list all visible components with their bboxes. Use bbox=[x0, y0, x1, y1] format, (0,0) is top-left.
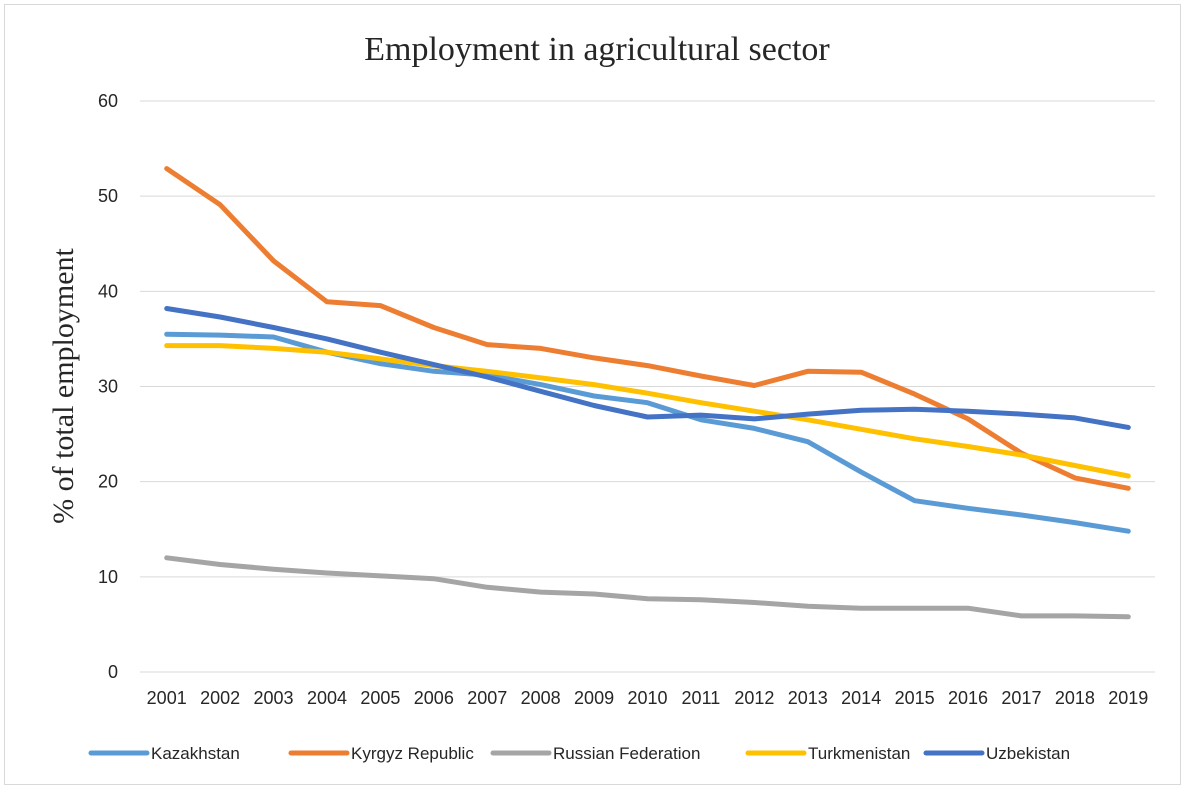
x-tick-label: 2017 bbox=[1001, 688, 1041, 708]
legend-label-russian-federation: Russian Federation bbox=[553, 744, 700, 763]
x-tick-label: 2008 bbox=[521, 688, 561, 708]
series-line-uzbekistan bbox=[164, 306, 1131, 430]
legend: Kazakhstan Kyrgyz Republic Russian Federat… bbox=[88, 744, 1070, 763]
y-tick-labels: 0 10 20 30 40 50 60 bbox=[98, 91, 118, 682]
x-tick-label: 2005 bbox=[360, 688, 400, 708]
x-tick-label: 2001 bbox=[147, 688, 187, 708]
series-line-kyrgyz-republic bbox=[164, 166, 1131, 491]
legend-label-turkmenistan: Turkmenistan bbox=[808, 744, 910, 763]
x-tick-label: 2002 bbox=[200, 688, 240, 708]
x-tick-label: 2016 bbox=[948, 688, 988, 708]
x-tick-label: 2004 bbox=[307, 688, 347, 708]
y-tick-label: 60 bbox=[98, 91, 118, 111]
series-line-russian-federation bbox=[164, 555, 1131, 620]
series-line-turkmenistan bbox=[164, 343, 1131, 479]
y-tick-label: 20 bbox=[98, 472, 118, 492]
series-lines bbox=[164, 166, 1131, 620]
y-axis-label: % of total employment bbox=[47, 247, 80, 523]
x-tick-label: 2011 bbox=[682, 688, 721, 708]
legend-label-uzbekistan: Uzbekistan bbox=[986, 744, 1070, 763]
gridlines bbox=[140, 100, 1155, 673]
y-tick-label: 0 bbox=[108, 662, 118, 682]
legend-label-kazakhstan: Kazakhstan bbox=[151, 744, 240, 763]
x-tick-label: 2015 bbox=[895, 688, 935, 708]
x-tick-label: 2007 bbox=[467, 688, 507, 708]
x-tick-label: 2014 bbox=[841, 688, 881, 708]
x-tick-label: 2013 bbox=[788, 688, 828, 708]
x-tick-label: 2018 bbox=[1055, 688, 1095, 708]
x-tick-label: 2003 bbox=[254, 688, 294, 708]
x-tick-label: 2009 bbox=[574, 688, 614, 708]
legend-label-kyrgyz-republic: Kyrgyz Republic bbox=[351, 744, 474, 763]
x-tick-labels: 2001 2002 2003 2004 2005 2006 2007 2008 2009 2010… bbox=[147, 688, 1149, 708]
y-tick-label: 40 bbox=[98, 281, 118, 301]
chart-title: Employment in agricultural sector bbox=[364, 31, 830, 68]
x-tick-label: 2012 bbox=[734, 688, 774, 708]
x-tick-label: 2010 bbox=[627, 688, 667, 708]
x-tick-label: 2006 bbox=[414, 688, 454, 708]
y-tick-label: 50 bbox=[98, 186, 118, 206]
y-tick-label: 10 bbox=[98, 567, 118, 587]
y-tick-label: 30 bbox=[98, 377, 118, 397]
x-tick-label: 2019 bbox=[1108, 688, 1148, 708]
